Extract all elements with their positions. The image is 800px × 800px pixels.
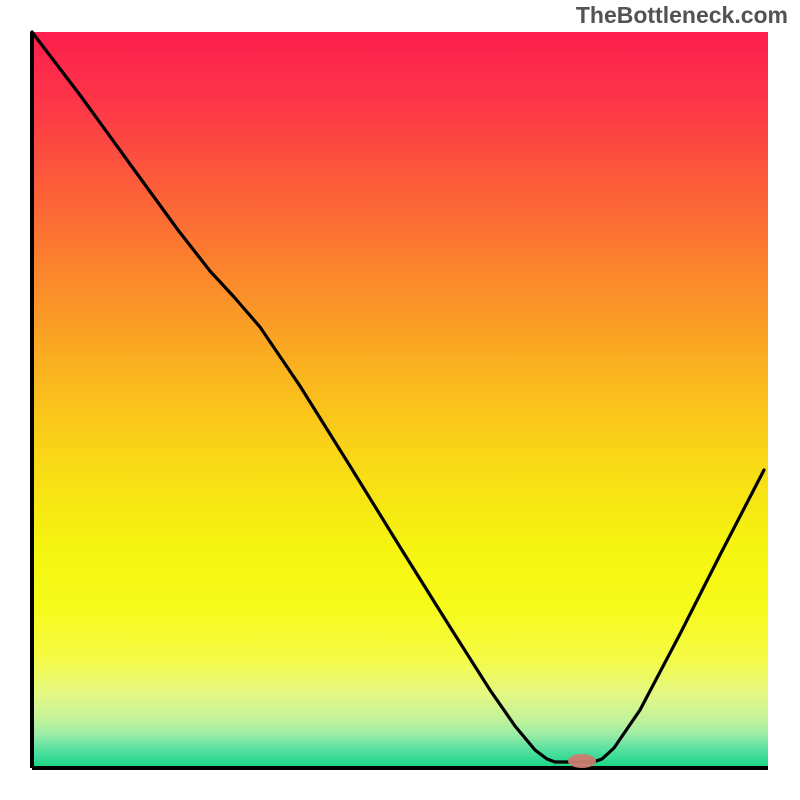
watermark-label: TheBottleneck.com: [576, 2, 788, 29]
optimal-marker: [568, 754, 596, 768]
gradient-background: [32, 32, 768, 768]
chart-container: TheBottleneck.com: [0, 0, 800, 800]
chart-svg: [0, 0, 800, 800]
